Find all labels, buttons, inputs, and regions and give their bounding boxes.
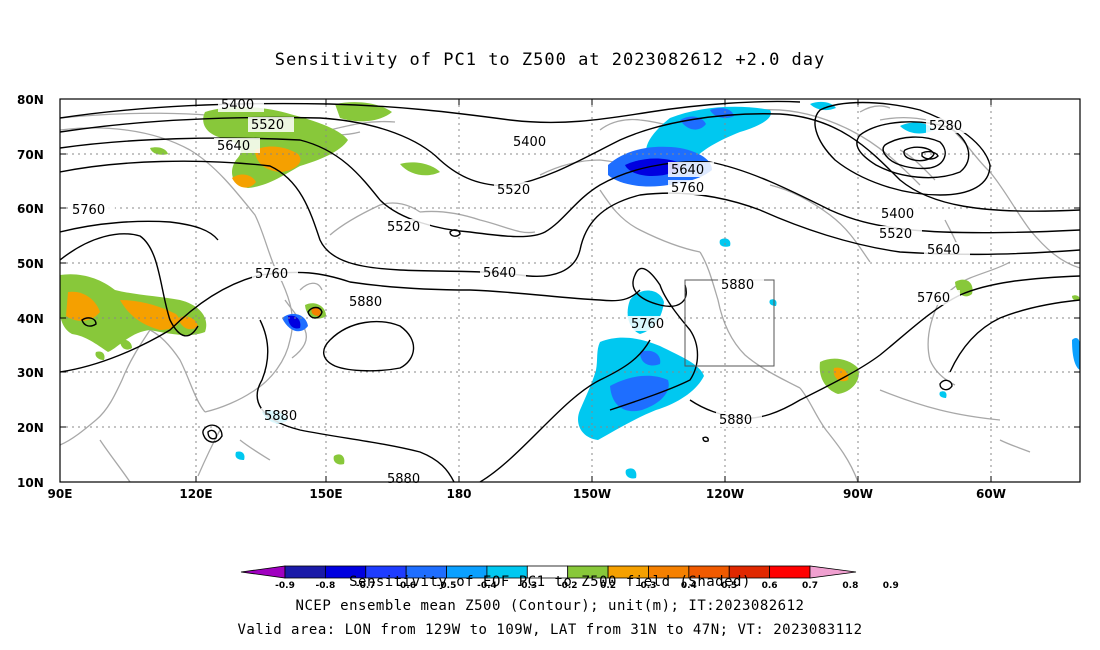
contour-label: 5400 — [513, 135, 546, 150]
colorbar-label: -0.2 — [558, 581, 578, 591]
colorbar-label: -0.9 — [275, 581, 295, 591]
colorbar-label: 0.7 — [802, 581, 818, 591]
colorbar-arrow-high — [809, 565, 857, 579]
contour-label: 5880 — [349, 295, 382, 310]
contour-label: 5880 — [264, 409, 297, 424]
lon-label: 120E — [179, 487, 212, 501]
negative-sensitivity-shading — [235, 101, 1080, 479]
contour-label: 5880 — [387, 472, 420, 487]
contour-label: 5880 — [719, 413, 752, 428]
contour-label: 5640 — [671, 163, 704, 178]
footer-contour-info: NCEP ensemble mean Z500 (Contour); unit(… — [295, 598, 805, 614]
lat-label: 30N — [17, 366, 44, 380]
colorbar-label: -0.4 — [477, 581, 497, 591]
lat-label: 60N — [17, 202, 44, 216]
lat-label: 40N — [17, 312, 44, 326]
colorbar-label: -0.8 — [316, 581, 336, 591]
chart-title: Sensitivity of PC1 to Z500 at 2023082612… — [274, 50, 826, 70]
colorbar-title: Sensitivity of EOF PC1 to Z500 field (Sh… — [349, 574, 751, 590]
lon-label: 150E — [309, 487, 342, 501]
lat-label: 70N — [17, 148, 44, 162]
lon-label: 90E — [48, 487, 73, 501]
contour-label: 5640 — [483, 266, 516, 281]
contour-label: 5640 — [927, 243, 960, 258]
footer-valid-area: Valid area: LON from 129W to 109W, LAT f… — [237, 622, 863, 638]
lat-label: 10N — [17, 476, 44, 490]
colorbar-label: 0.9 — [883, 581, 899, 591]
contour-label: 5400 — [221, 98, 254, 113]
colorbar-label: -0.3 — [517, 581, 537, 591]
contour-label: 5880 — [721, 278, 754, 293]
lon-label: 60W — [976, 487, 1006, 501]
colorbar-label: -0.7 — [356, 581, 376, 591]
lon-label: 180 — [446, 487, 471, 501]
contour-label: 5760 — [917, 291, 950, 306]
contour-label: 5760 — [72, 203, 105, 218]
contour-label: 5520 — [497, 183, 530, 198]
contour-label: 5760 — [631, 317, 664, 332]
contour-label: 5760 — [671, 181, 704, 196]
contour-label: 5640 — [217, 139, 250, 154]
colorbar-label: -0.5 — [437, 581, 457, 591]
lat-label: 80N — [17, 93, 44, 107]
colorbar-label: -0.6 — [396, 581, 416, 591]
colorbar: -0.9 -0.8 -0.7 -0.6 -0.5 -0.4 -0.3 -0.2 0.2 0.3 0.… — [240, 565, 899, 591]
lat-label: 50N — [17, 257, 44, 271]
tick-marks — [60, 98, 1080, 483]
lat-label: 20N — [17, 421, 44, 435]
colorbar-label: 0.6 — [762, 581, 778, 591]
longitude-labels: 90E 120E 150E 180 150W 120W 90W 60W — [48, 487, 1006, 501]
contour-label: 5400 — [881, 207, 914, 222]
contour-label: 5760 — [255, 267, 288, 282]
colorbar-label: 0.3 — [640, 581, 656, 591]
plot-frame — [59, 98, 1081, 483]
contour-label: 5520 — [251, 118, 284, 133]
colorbar-label: 0.2 — [600, 581, 616, 591]
lon-label: 90W — [843, 487, 873, 501]
contour-label: 5520 — [879, 227, 912, 242]
latitude-labels: 80N 70N 60N 50N 40N 30N 20N 10N — [17, 93, 44, 490]
lon-label: 150W — [573, 487, 611, 501]
contour-labels: 5400 5520 5640 5760 5400 5520 5520 5640 … — [69, 97, 972, 487]
colorbar-label: 0.8 — [842, 581, 858, 591]
contour-label: 5280 — [929, 119, 962, 134]
positive-sensitivity-shading — [60, 102, 1080, 465]
colorbar-label: 0.4 — [681, 581, 697, 591]
lon-label: 120W — [706, 487, 744, 501]
contour-label: 5520 — [387, 220, 420, 235]
colorbar-label: 0.5 — [721, 581, 737, 591]
